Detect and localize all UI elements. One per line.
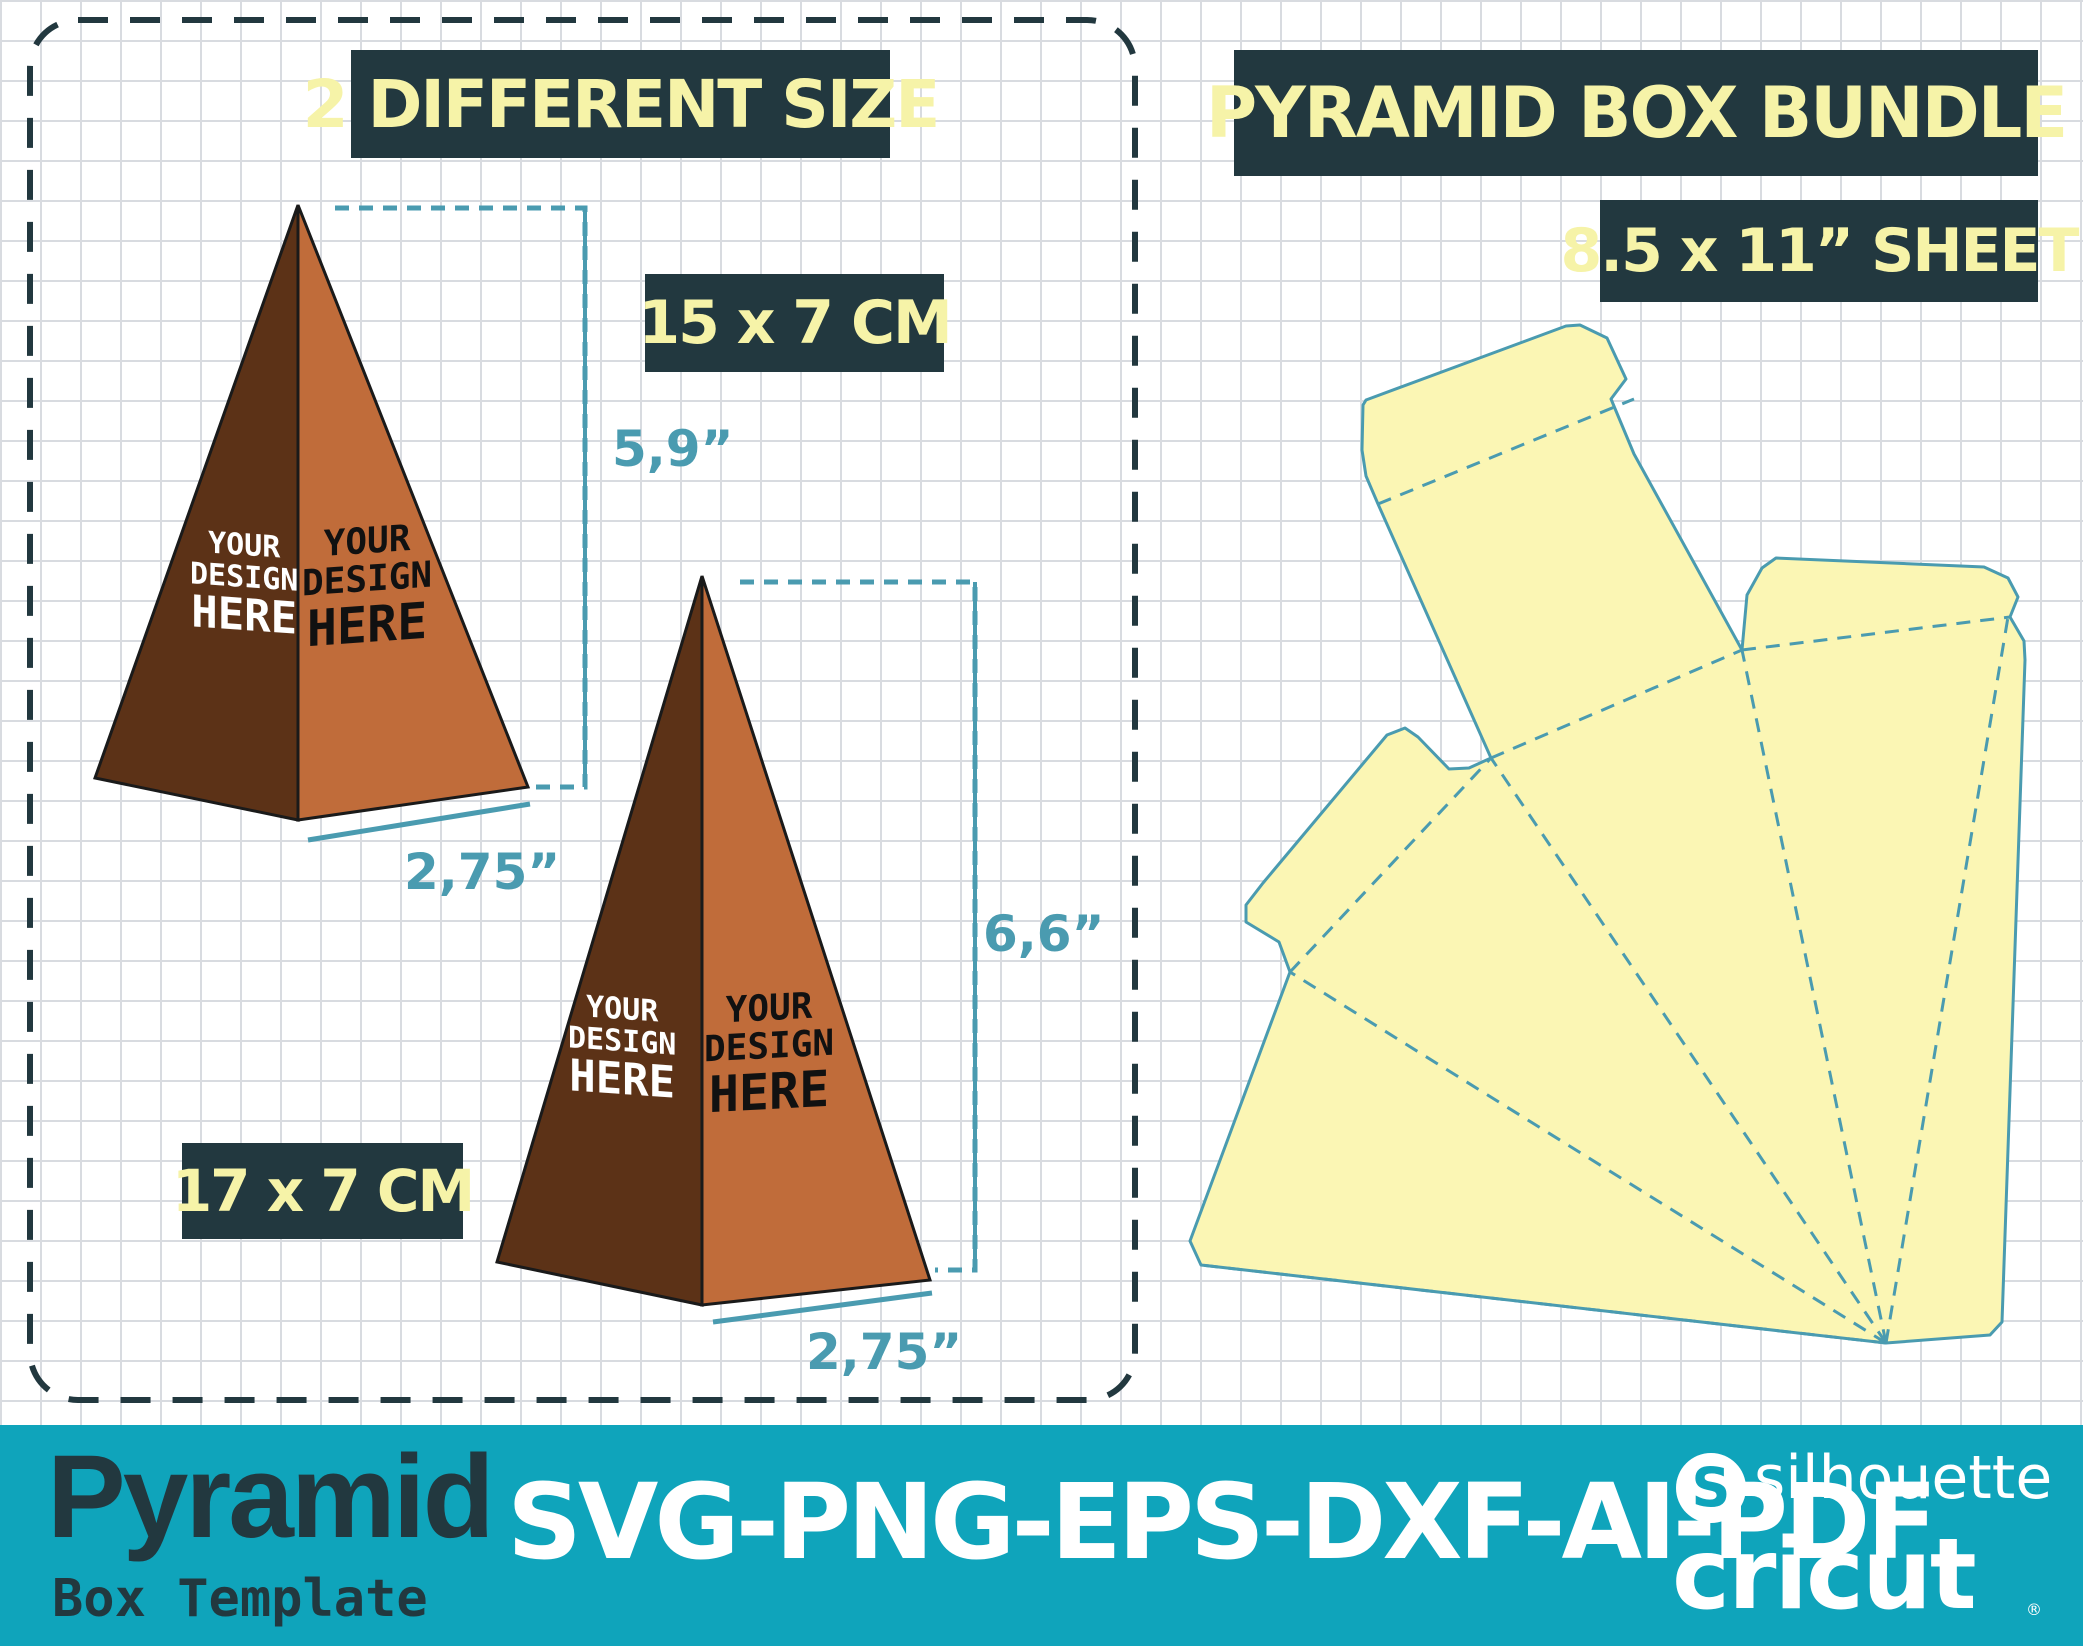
design-line-3: HERE xyxy=(306,591,428,658)
template-outline xyxy=(1188,323,2027,1345)
fold-line xyxy=(1200,1263,1887,1345)
large-base-line xyxy=(712,1290,933,1325)
footer-title: Pyramid xyxy=(47,1431,495,1563)
pyramid-small-right-face xyxy=(296,204,531,822)
label-size-large: 17 x 7 CM xyxy=(172,1143,475,1239)
label-sheet-size: 8.5 x 11” SHEET xyxy=(1561,200,2079,302)
dimension-small-base: 2,75” xyxy=(404,843,561,901)
footer-subtitle: Box Template xyxy=(52,1569,428,1629)
brand-silhouette: silhouette xyxy=(1754,1443,2053,1513)
design-line-3: HERE xyxy=(708,1059,830,1124)
small-base-line xyxy=(307,801,531,843)
fold-line xyxy=(1288,756,1493,974)
registered-mark: ® xyxy=(2026,1600,2042,1619)
label-two-sizes: 2 DIFFERENT SIZE xyxy=(303,50,940,158)
fold-line xyxy=(1740,649,1888,1344)
pyramid-template-net xyxy=(1188,323,2027,1345)
pyramid-large-left-face xyxy=(495,575,704,1307)
fold-line xyxy=(1489,757,1888,1344)
sizes-frame xyxy=(27,17,1138,1403)
pyramid-small-left-face xyxy=(93,204,300,822)
fold-line xyxy=(1884,616,2010,1344)
fold-line xyxy=(1490,648,1743,760)
large-left-design-text: YOUR DESIGN HERE xyxy=(568,989,676,1109)
fold-line xyxy=(1741,615,2011,652)
design-line-3: HERE xyxy=(191,586,298,645)
pyramid-large xyxy=(495,575,932,1307)
silhouette-logo-icon: S xyxy=(1676,1453,1746,1523)
dimension-small-height: 5,9” xyxy=(612,420,734,478)
pyramid-large-right-face xyxy=(700,575,932,1307)
label-bundle-title: PYRAMID BOX BUNDLE xyxy=(1206,50,2068,176)
fold-line xyxy=(1289,970,1887,1345)
small-right-design-text: YOUR DESIGN HERE xyxy=(302,518,432,658)
large-right-design-text: YOUR DESIGN HERE xyxy=(704,986,834,1124)
dimension-large-base: 2,75” xyxy=(806,1323,963,1381)
silhouette-logo-letter: S xyxy=(1691,1456,1731,1519)
footer-bar xyxy=(0,1425,2083,1646)
small-dimension-lines xyxy=(307,205,588,843)
small-left-design-text: YOUR DESIGN HERE xyxy=(190,525,298,645)
label-size-small: 15 x 7 CM xyxy=(638,274,953,372)
pyramid-small xyxy=(93,204,531,822)
large-dimension-lines xyxy=(712,579,978,1325)
dimension-large-height: 6,6” xyxy=(983,905,1105,963)
design-line-3: HERE xyxy=(569,1050,676,1109)
brand-cricut: cricut xyxy=(1672,1518,1977,1632)
template-fold-lines xyxy=(1200,397,2011,1345)
